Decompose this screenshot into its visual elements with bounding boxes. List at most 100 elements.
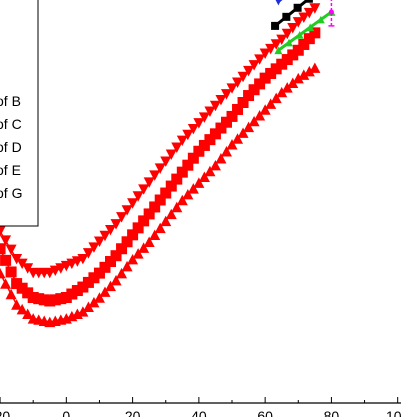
- series-2-point: [193, 145, 205, 157]
- series-2-point: [116, 243, 128, 255]
- x-tick-label: -20: [0, 408, 10, 417]
- series-3-point: [187, 183, 199, 194]
- series-2-point: [55, 293, 67, 305]
- series-1-point: [171, 142, 183, 153]
- series-2-point: [11, 278, 23, 290]
- series-3-point: [93, 292, 105, 303]
- series-2-point: [121, 236, 133, 248]
- series-3-point: [138, 242, 150, 253]
- series-1-point: [0, 226, 6, 237]
- series-1-point: [265, 43, 277, 55]
- series-2-point: [138, 215, 150, 227]
- series-2-point: [204, 134, 216, 146]
- series-3-point: [209, 159, 221, 171]
- series-2-point: [243, 90, 255, 102]
- series-1-point: [270, 39, 282, 50]
- series-3-point: [303, 65, 315, 77]
- series-1-point: [254, 54, 266, 65]
- segment-e-point: [274, 46, 283, 55]
- segment-d-point: [293, 3, 302, 12]
- series-2-point: [298, 38, 310, 50]
- segment-e-point: [316, 15, 325, 24]
- series-2-point: [270, 63, 282, 75]
- series-2-point: [303, 33, 315, 45]
- series-3-point: [226, 139, 238, 150]
- series-1-point: [287, 22, 299, 34]
- series-3-point: [237, 127, 249, 138]
- series-3-point: [116, 267, 128, 279]
- series-1-point: [237, 71, 249, 83]
- x-axis: -20 0 20 40 60 80 100: [0, 397, 401, 417]
- series-3-point: [121, 260, 133, 272]
- series-1-point: [82, 248, 94, 259]
- series-2-point: [5, 266, 17, 278]
- series-3-point: [132, 248, 144, 259]
- series-2-point: [0, 254, 12, 266]
- series-1-point: [193, 118, 205, 129]
- legend-box: [0, 0, 39, 227]
- series-3-point: [22, 308, 34, 319]
- x-axis-ticks: -20 0 20 40 60 80 100: [0, 397, 401, 417]
- series-1-point: [232, 77, 244, 88]
- series-2-point: [220, 116, 232, 128]
- series-2-point: [265, 67, 277, 79]
- x-tick-label: 60: [257, 408, 273, 417]
- series-3-point: [265, 98, 277, 109]
- series-3-point: [82, 301, 94, 313]
- series-3-point: [105, 280, 117, 292]
- series-1-point: [182, 129, 194, 141]
- series-2-point: [287, 49, 299, 61]
- series-1-point: [248, 60, 260, 71]
- g-point: [328, 9, 334, 15]
- series-3-point: [292, 72, 304, 84]
- legend-entry-e: of E: [0, 162, 21, 178]
- segment-e-point: [295, 31, 304, 39]
- series-1-point: [226, 83, 238, 94]
- series-2-point: [143, 208, 155, 220]
- series-1-point: [198, 112, 210, 123]
- series-1-point: [215, 94, 227, 106]
- series-2-point: [165, 180, 177, 192]
- segment-d-point: [271, 21, 280, 30]
- series-3-point: [281, 82, 293, 93]
- series-2-point: [187, 152, 199, 164]
- series-2-point: [0, 243, 6, 255]
- series-2-point: [99, 261, 111, 273]
- series-2-point: [44, 295, 56, 307]
- series-1-point: [209, 100, 221, 112]
- segment-d-point: [304, 0, 313, 3]
- series-2-point: [182, 159, 194, 171]
- series-2-point: [309, 27, 321, 39]
- x-tick-label: 20: [125, 408, 141, 417]
- series-2-point: [132, 222, 144, 234]
- series-3-point: [149, 229, 161, 241]
- segment-e-point: [306, 23, 315, 32]
- series-3-point: [243, 121, 255, 133]
- series-1-point: [0, 235, 12, 246]
- series-1-point: [143, 177, 155, 188]
- series-1-point: [5, 244, 17, 256]
- series-2-point: [259, 72, 271, 84]
- series-3-point: [176, 194, 188, 206]
- legend-entry-d: of D: [0, 139, 22, 155]
- series-3-point: [110, 274, 122, 286]
- series-1-point: [116, 212, 128, 223]
- series-2-point: [27, 292, 39, 303]
- x-tick-label: 80: [324, 408, 340, 417]
- series-1-point: [110, 219, 122, 230]
- series-3-point: [287, 77, 299, 88]
- legend-entry-c: of C: [0, 116, 22, 132]
- series-1-point: [105, 224, 117, 236]
- x-tick-label: 100: [386, 408, 401, 417]
- plot-area: [0, 0, 336, 328]
- legend: of B of C of D of E of G: [0, 0, 39, 227]
- series-1-point: [22, 263, 34, 274]
- series-1-point: [259, 48, 271, 59]
- series-3-point: [11, 299, 23, 310]
- series-1-point: [149, 170, 161, 181]
- series-2-point: [60, 292, 72, 303]
- series-1-point: [138, 184, 150, 195]
- series-2-point: [22, 287, 34, 299]
- series-3-point: [16, 303, 28, 315]
- series-2-point: [248, 84, 260, 96]
